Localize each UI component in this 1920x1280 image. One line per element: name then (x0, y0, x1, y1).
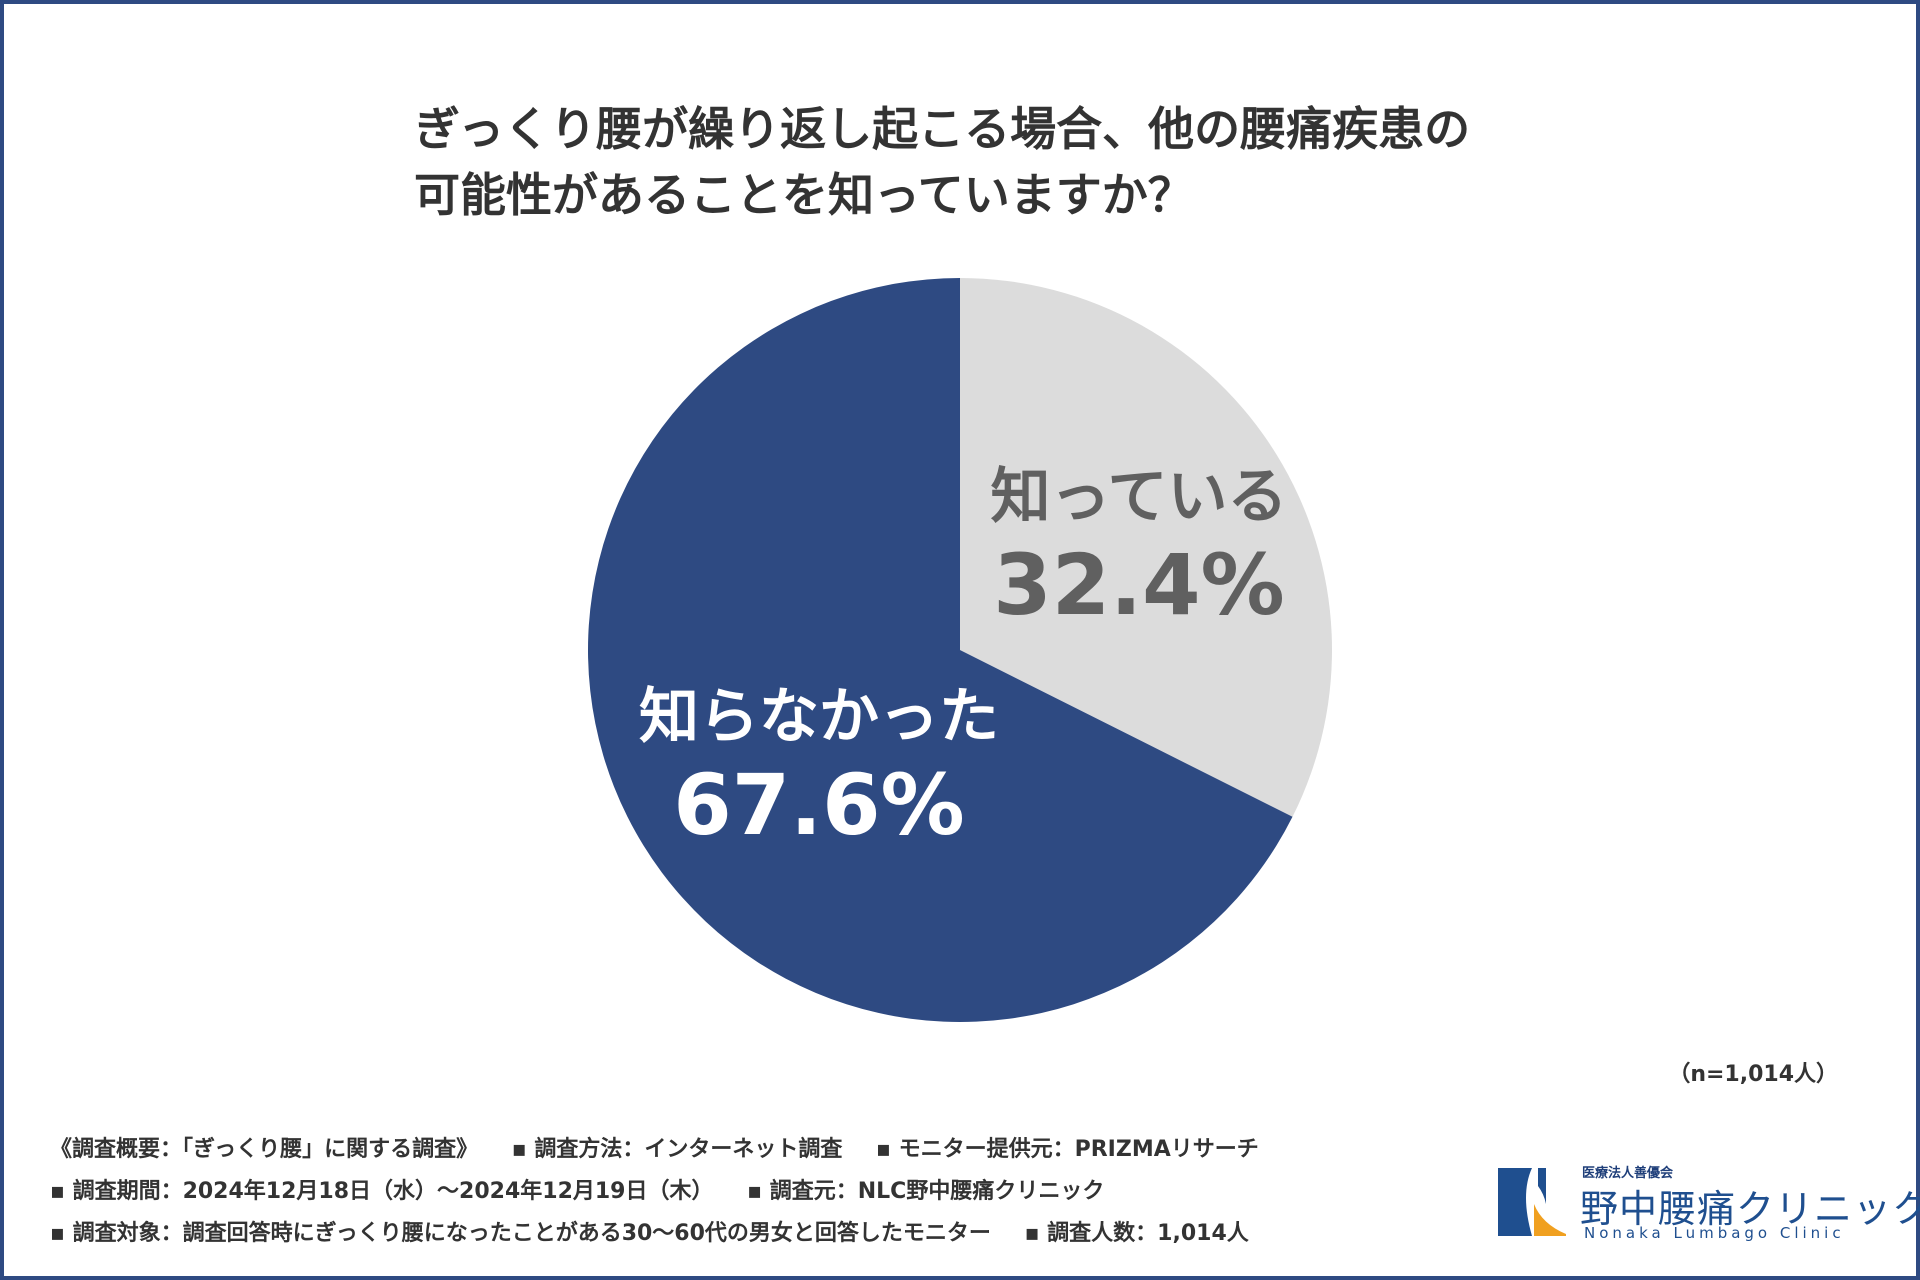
survey-count: ▪ 調査人数：1,014人 (1024, 1221, 1249, 1246)
clinic-name-english: Nonaka Lumbago Clinic (1584, 1224, 1845, 1242)
survey-monitor-provider: ▪ モニター提供元：PRIZMAリサーチ (876, 1137, 1259, 1162)
slice-name-unknown: 知らなかった (639, 682, 999, 752)
survey-overview: 《調査概要：「ぎっくり腰」に関する調査》 (50, 1137, 479, 1162)
survey-target: ▪ 調査対象：調査回答時にぎっくり腰になったことがある30～60代の男女と回答し… (50, 1221, 991, 1246)
pie-slice-unknown (588, 278, 1293, 1023)
slice-label-unknown: 知らなかった 67.6% (604, 679, 1034, 855)
chart-title: ぎっくり腰が繰り返し起こる場合、他の腰痛疾患の 可能性があることを知っていますか… (414, 96, 1470, 228)
survey-notes: 《調査概要：「ぎっくり腰」に関する調査》 ▪ 調査方法：インターネット調査 ▪ … (50, 1129, 1285, 1255)
sample-size: （n=1,014人） (1668, 1062, 1838, 1087)
slice-label-known: 知っている 32.4% (974, 459, 1304, 635)
pie-slice-known (960, 278, 1332, 817)
clinic-logo: 医療法人善優会 野中腰痛クリニック Nonaka Lumbago Clinic (1494, 1162, 1920, 1242)
survey-source: ▪ 調査元：NLC野中腰痛クリニック (747, 1179, 1105, 1204)
clinic-logo-mark-icon (1498, 1168, 1566, 1236)
slice-value-known: 32.4% (993, 536, 1285, 634)
chart-title-line-1: ぎっくり腰が繰り返し起こる場合、他の腰痛疾患の (414, 102, 1471, 156)
survey-notes-line-2: ▪ 調査期間：2024年12月18日（水）～2024年12月19日（木） ▪ 調… (50, 1171, 1285, 1213)
survey-notes-line-1: 《調査概要：「ぎっくり腰」に関する調査》 ▪ 調査方法：インターネット調査 ▪ … (50, 1129, 1285, 1171)
survey-period: ▪ 調査期間：2024年12月18日（水）～2024年12月19日（木） (50, 1179, 714, 1204)
chart-title-line-2: 可能性があることを知っていますか？ (414, 168, 1194, 222)
survey-method: ▪ 調査方法：インターネット調査 (511, 1137, 843, 1162)
pie-chart (588, 278, 1332, 1023)
clinic-name: 野中腰痛クリニック (1580, 1187, 1920, 1231)
clinic-org-name: 医療法人善優会 (1582, 1166, 1674, 1181)
survey-notes-line-3: ▪ 調査対象：調査回答時にぎっくり腰になったことがある30～60代の男女と回答し… (50, 1213, 1285, 1255)
slice-name-known: 知っている (990, 462, 1288, 532)
slice-value-unknown: 67.6% (673, 756, 965, 854)
